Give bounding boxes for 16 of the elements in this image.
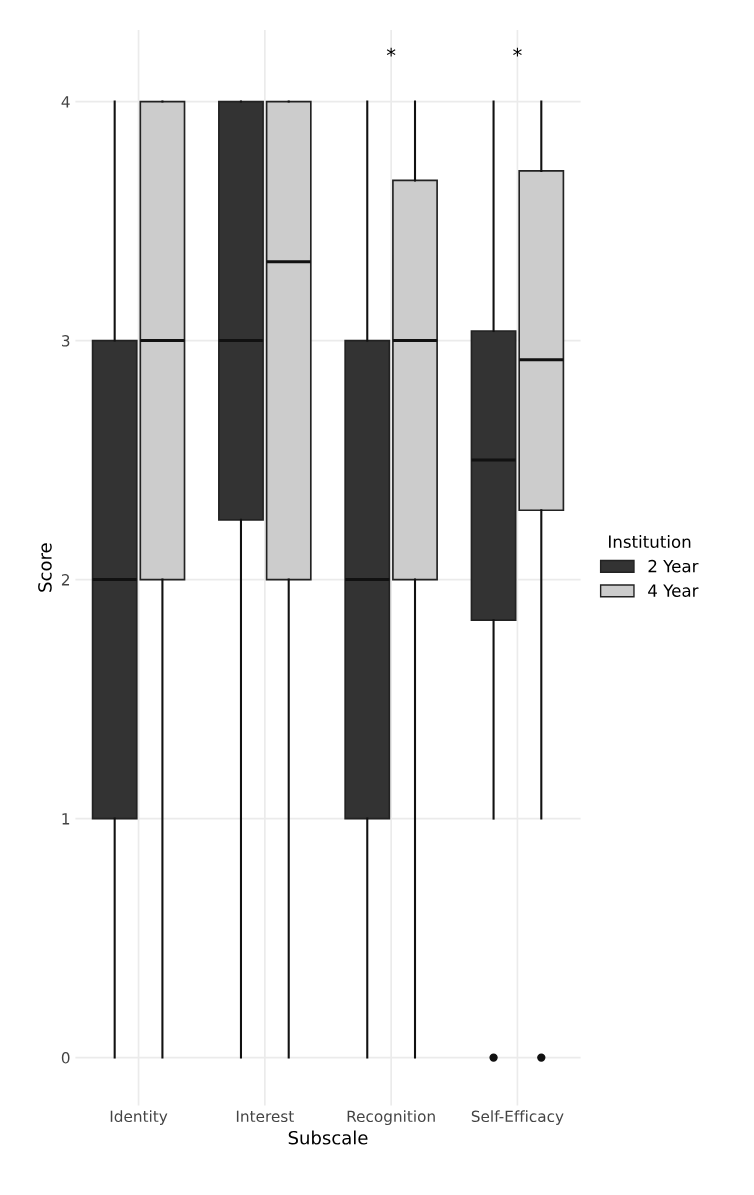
x-tick-label: Self-Efficacy (471, 1110, 564, 1126)
y-tick-label: 4 (61, 96, 70, 108)
x-tick-label: Recognition (347, 1110, 435, 1126)
x-tick-label: Identity (110, 1110, 168, 1126)
y-tick-label: 2 (61, 574, 70, 586)
legend-label: 2 Year (648, 559, 699, 573)
y-tick-label: 0 (61, 1052, 70, 1064)
x-axis-title: Subscale (288, 1130, 368, 1145)
legend-title: Institution (609, 535, 691, 548)
x-tick-label: Interest (236, 1110, 294, 1123)
y-axis-title: Score (38, 543, 52, 592)
legend-label: 4 Year (648, 584, 699, 597)
annotation: * (513, 47, 522, 57)
y-tick-label: 3 (61, 335, 70, 347)
annotation: * (386, 47, 396, 57)
y-tick-label: 1 (62, 813, 70, 825)
